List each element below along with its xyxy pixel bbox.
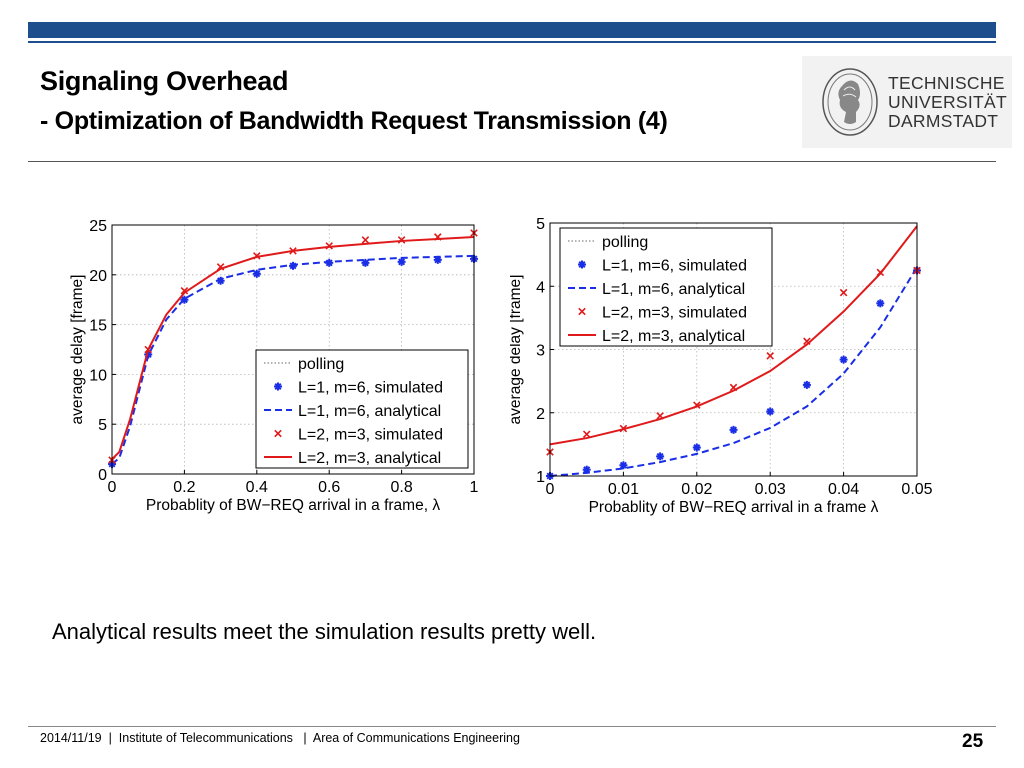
page-number: 25: [962, 731, 984, 752]
y-tick-label: 2: [536, 406, 545, 423]
legend-label: polling: [298, 356, 344, 373]
legend-label: L=1, m=6, simulated: [602, 258, 747, 275]
x-axis-label: Probablity of BW−REQ arrival in a frame …: [589, 499, 879, 516]
x-tick-label: 0: [108, 479, 117, 496]
header-bar: [28, 22, 996, 38]
caption-text: Analytical results meet the simulation r…: [52, 619, 597, 644]
y-tick-label: 15: [89, 318, 107, 335]
page-title: Signaling Overhead: [40, 66, 289, 96]
seal-icon: [822, 68, 878, 136]
legend-label: L=2, m=3, simulated: [602, 305, 747, 322]
y-tick-label: 3: [536, 343, 545, 360]
data-point-x: [839, 288, 848, 297]
legend-label: L=2, m=3, analytical: [602, 328, 745, 345]
y-tick-label: 10: [89, 367, 107, 384]
x-tick-label: 1: [470, 479, 479, 496]
header-line: [28, 41, 996, 43]
data-point-asterisk: [802, 380, 811, 389]
x-tick-label: 0: [546, 481, 555, 498]
data-point-asterisk: [692, 443, 701, 452]
data-point-asterisk: [274, 382, 282, 391]
data-point-asterisk: [578, 260, 586, 269]
legend-label: L=1, m=6, analytical: [602, 281, 745, 298]
data-point-asterisk: [839, 355, 848, 364]
legend-label: L=2, m=3, analytical: [298, 450, 441, 467]
series-line: [111, 254, 475, 465]
header-rule: [28, 161, 996, 162]
data-point-x: [582, 430, 591, 439]
y-tick-label: 5: [98, 417, 107, 434]
data-point-asterisk: [619, 461, 628, 470]
series-line: [111, 235, 475, 460]
data-point-asterisk: [397, 257, 406, 266]
data-point-x: [766, 352, 774, 360]
series-line: [549, 266, 918, 477]
plot-frame: [111, 224, 475, 475]
data-point-asterisk: [876, 299, 885, 308]
x-tick-label: 0.03: [755, 481, 786, 498]
y-tick-label: 1: [536, 469, 545, 486]
page-subtitle: - Optimization of Bandwidth Request Tran…: [40, 107, 668, 135]
y-axis-label: average delay [frame]: [69, 275, 86, 425]
x-tick-label: 0.8: [390, 479, 412, 496]
legend-label: polling: [602, 234, 648, 251]
x-tick-label: 0.05: [901, 481, 932, 498]
series-line: [549, 225, 918, 446]
y-tick-label: 20: [89, 268, 107, 285]
chart-right: 0 0.01 0.02 0.03 0.04 0.05 1 2 3 4 5 Probablity of …: [510, 216, 933, 516]
footer-text: 2014/11/19 | Institute of Telecommunicat…: [40, 731, 520, 745]
data-point-asterisk: [252, 269, 261, 278]
x-tick-label: 0.02: [681, 481, 712, 498]
data-point-x: [180, 286, 189, 295]
x-tick-label: 0.01: [608, 481, 639, 498]
data-point-asterisk: [729, 425, 738, 434]
x-axis-label: Probablity of BW−REQ arrival in a frame,…: [146, 497, 440, 514]
legend-label: L=1, m=6, simulated: [298, 380, 443, 397]
data-point-asterisk: [361, 258, 370, 267]
plot-frame: [549, 222, 918, 477]
logo-line-3: DARMSTADT: [888, 111, 999, 131]
footer-rule: [28, 726, 996, 727]
y-axis-label: average delay [frame]: [510, 275, 524, 425]
x-tick-label: 0.6: [318, 479, 340, 496]
y-tick-label: 5: [536, 216, 545, 233]
data-point-asterisk: [766, 407, 775, 416]
x-tick-label: 0.04: [828, 481, 859, 498]
x-tick-label: 0.4: [246, 479, 268, 496]
data-point-x: [274, 429, 282, 438]
y-tick-label: 25: [89, 218, 107, 235]
legend-label: L=1, m=6, analytical: [298, 403, 441, 420]
data-point-asterisk: [656, 452, 665, 461]
legend-label: L=2, m=3, simulated: [298, 427, 443, 444]
data-point-x: [578, 307, 586, 316]
x-tick-label: 0.2: [173, 479, 195, 496]
y-tick-label: 4: [536, 279, 545, 296]
data-point-x: [361, 236, 370, 244]
logo-line-1: TECHNISCHE: [888, 73, 1005, 93]
university-logo: TECHNISCHE UNIVERSITÄT DARMSTADT: [802, 56, 1012, 148]
y-tick-label: 0: [98, 467, 107, 484]
logo-line-2: UNIVERSITÄT: [888, 92, 1008, 112]
